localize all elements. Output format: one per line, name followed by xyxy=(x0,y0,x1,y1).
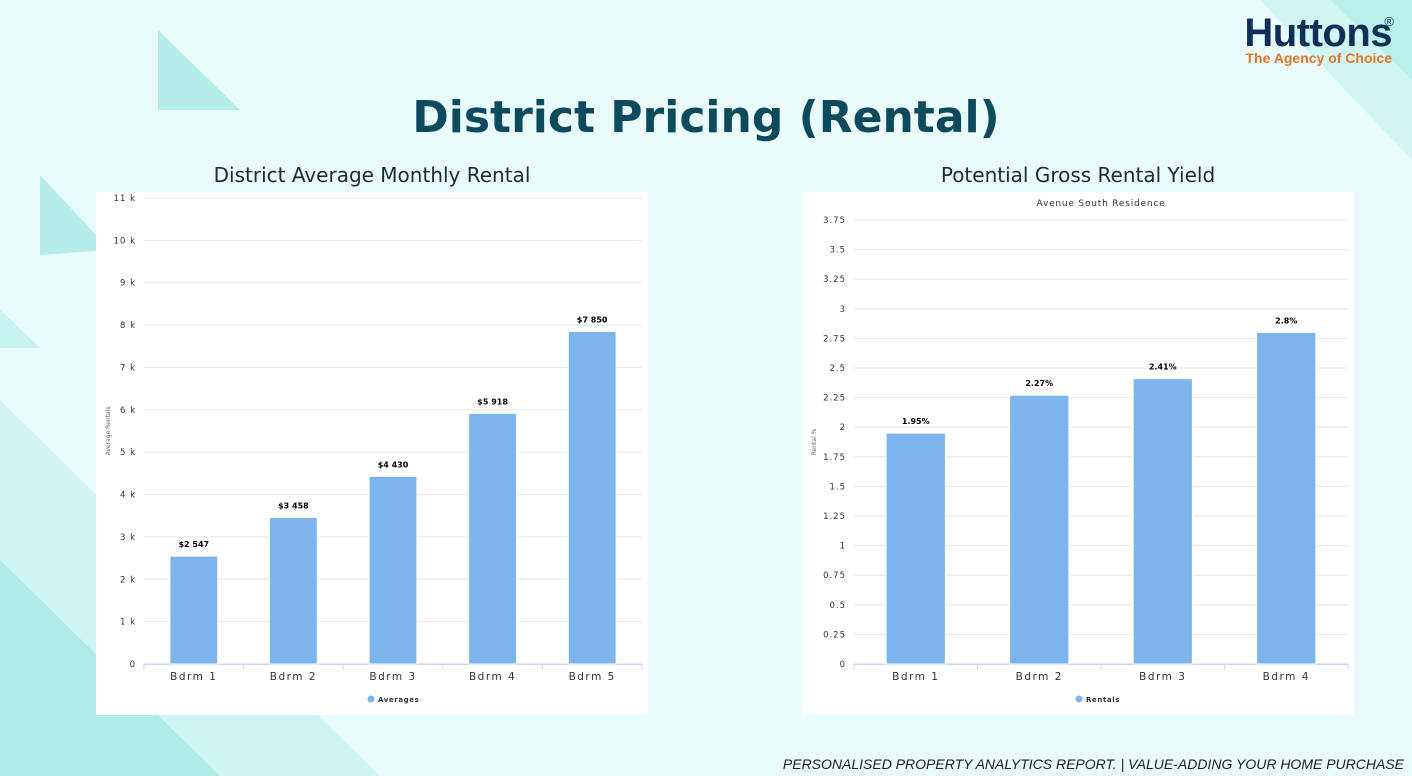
x-tick-label: Bdrm 4 xyxy=(1263,671,1310,683)
logo-wordmark: Huttons xyxy=(1244,11,1392,55)
y-tick-label: 2.25 xyxy=(823,394,846,404)
registered-mark: ® xyxy=(1384,14,1394,29)
bar xyxy=(468,412,518,665)
y-tick-label: 0.25 xyxy=(823,630,846,640)
bar xyxy=(885,432,946,665)
x-tick-label: Bdrm 1 xyxy=(170,671,217,683)
y-tick-label: 7 k xyxy=(120,363,136,373)
x-tick-label: Bdrm 2 xyxy=(270,671,317,683)
chart-panel-rental-yield: Avenue South Residence 0 0.25 0.5 0.75 1 1.25 1… xyxy=(802,192,1354,715)
y-tick-label: 11 k xyxy=(114,194,136,204)
x-tick-label: Bdrm 4 xyxy=(469,671,516,683)
data-label: $3 458 xyxy=(278,502,309,511)
y-tick-label: 3 xyxy=(840,305,846,315)
bar xyxy=(1009,394,1070,665)
data-label: 2.41% xyxy=(1149,363,1177,372)
page-title: District Pricing (Rental) xyxy=(412,92,1000,143)
y-tick-label: 4 k xyxy=(120,491,136,501)
bar xyxy=(1132,378,1193,665)
footer-tagline: PERSONALISED PROPERTY ANALYTICS REPORT. … xyxy=(782,756,1404,772)
y-tick-label: 2 xyxy=(840,423,846,433)
x-tick-label: Bdrm 1 xyxy=(892,671,939,683)
x-tick-label: Bdrm 2 xyxy=(1016,671,1063,683)
x-tick-label: Bdrm 3 xyxy=(1139,671,1186,683)
rental-yield-bar-chart: Avenue South Residence 0 0.25 0.5 0.75 1 1.25 1… xyxy=(811,199,1349,704)
data-label: $7 850 xyxy=(577,315,608,324)
y-tick-label: 3 k xyxy=(120,533,136,543)
bar xyxy=(1256,331,1317,665)
chart-subtitle: Avenue South Residence xyxy=(1037,199,1166,209)
chart-heading-monthly-rental: District Average Monthly Rental xyxy=(213,163,531,187)
data-label: $2 547 xyxy=(178,540,209,549)
y-tick-label: 0 xyxy=(840,660,846,670)
y-tick-label: 8 k xyxy=(120,321,136,331)
legend-marker xyxy=(367,695,375,703)
legend-marker xyxy=(1075,695,1083,703)
bar xyxy=(368,475,418,665)
data-label: $5 918 xyxy=(477,397,508,406)
logo-tagline: The Agency of Choice xyxy=(1245,50,1392,66)
y-tick-label: 3.25 xyxy=(823,275,846,285)
y-tick-label: 10 k xyxy=(114,236,136,246)
y-tick-label: 0.5 xyxy=(829,601,846,611)
bar xyxy=(169,555,219,665)
y-tick-label: 1.25 xyxy=(823,512,846,522)
y-tick-label: 1 xyxy=(840,542,846,552)
chart-heading-rental-yield: Potential Gross Rental Yield xyxy=(940,163,1216,187)
bar xyxy=(268,517,318,665)
data-label: $4 430 xyxy=(378,460,409,469)
y-tick-label: 5 k xyxy=(120,448,136,458)
data-label: 2.27% xyxy=(1025,379,1053,388)
y-tick-label: 6 k xyxy=(120,406,136,416)
y-tick-label: 1.5 xyxy=(829,482,846,492)
y-tick-label: 2.75 xyxy=(823,334,846,344)
x-tick-label: Bdrm 5 xyxy=(569,671,616,683)
y-axis-title: Rental % xyxy=(811,428,818,455)
y-tick-label: 9 k xyxy=(120,279,136,289)
chart-panel-monthly-rental: 0 1 k 2 k 3 k 4 k 5 k 6 k 7 k 8 k 9 k 10 k 11 k Aver… xyxy=(96,192,648,715)
bar xyxy=(567,330,617,665)
y-axis-title: Average Rentals xyxy=(105,407,112,456)
y-tick-label: 2 k xyxy=(120,575,136,585)
y-tick-label: 0 xyxy=(130,660,136,670)
y-tick-label: 3.75 xyxy=(823,216,846,226)
y-tick-label: 1.75 xyxy=(823,453,846,463)
y-tick-label: 1 k xyxy=(120,618,136,628)
y-tick-label: 2.5 xyxy=(829,364,846,374)
data-label: 2.8% xyxy=(1275,316,1297,325)
monthly-rental-bar-chart: 0 1 k 2 k 3 k 4 k 5 k 6 k 7 k 8 k 9 k 10 k 11 k Aver… xyxy=(105,194,643,704)
legend-label: Rentals xyxy=(1086,696,1120,704)
legend-label: Averages xyxy=(378,696,419,704)
data-label: 1.95% xyxy=(902,417,930,426)
y-tick-label: 3.5 xyxy=(829,246,846,256)
x-tick-label: Bdrm 3 xyxy=(369,671,416,683)
y-tick-label: 0.75 xyxy=(823,571,846,581)
huttons-logo: Huttons ® The Agency of Choice xyxy=(1244,11,1394,66)
